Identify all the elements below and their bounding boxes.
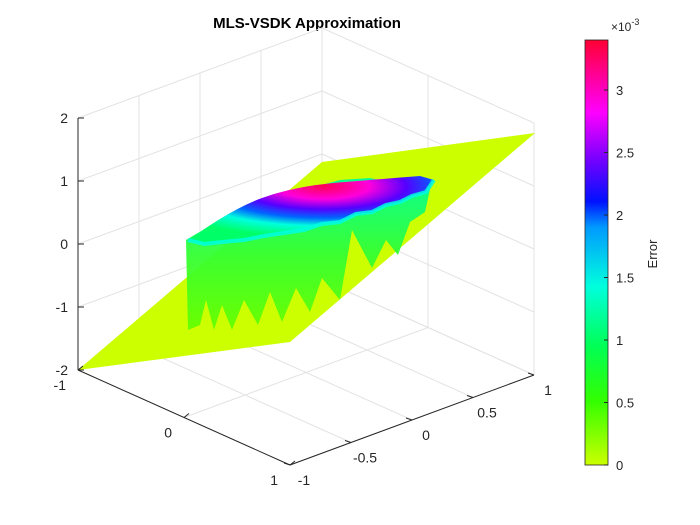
y-tick-mark xyxy=(344,440,352,443)
x-tick-mark xyxy=(289,460,296,466)
colorbar-exponent-base: ×10 xyxy=(611,20,632,34)
x-axis-ticks: -1 0 1 xyxy=(54,365,296,488)
x-tick-label: -1 xyxy=(54,377,67,393)
x-tick-label: 1 xyxy=(270,472,278,488)
z-tick-label: 2 xyxy=(60,110,68,126)
surface-plot xyxy=(78,133,535,370)
colorbar: 0 0.5 1 1.5 2 2.5 3 ×10-3 Error xyxy=(584,17,660,473)
grid-line xyxy=(138,347,352,443)
colorbar-ticks: 0 0.5 1 1.5 2 2.5 3 xyxy=(604,83,634,473)
grid-line xyxy=(77,90,323,182)
y-tick-label: 0.5 xyxy=(477,405,497,421)
colorbar-bar xyxy=(584,39,609,466)
z-tick-label: 1 xyxy=(60,173,68,189)
y-tick-label: -1 xyxy=(298,472,311,488)
colorbar-tick-label: 0.5 xyxy=(616,396,634,411)
chart-title: MLS-VSDK Approximation xyxy=(213,15,401,32)
y-axis-ticks: -1 -0.5 0 0.5 1 xyxy=(283,372,552,488)
colorbar-tick-label: 2 xyxy=(616,208,623,223)
z-tick-label: -1 xyxy=(56,299,69,315)
grid-line xyxy=(321,27,535,124)
surface-bump-rim xyxy=(187,178,436,247)
colorbar-exponent: ×10-3 xyxy=(611,17,639,34)
colorbar-tick-label: 3 xyxy=(616,83,623,98)
surface-bump xyxy=(188,176,434,244)
colorbar-tick-label: 1 xyxy=(616,333,623,348)
z-tick-label: 0 xyxy=(60,236,68,252)
grid-line xyxy=(77,153,323,245)
x-tick-mark xyxy=(183,413,190,418)
y-tick-mark xyxy=(405,417,413,421)
grid-line xyxy=(321,279,535,376)
grid-line xyxy=(77,27,323,119)
colorbar-tick-label: 1.5 xyxy=(616,271,634,286)
y-tick-label: 1 xyxy=(544,382,552,398)
colorbar-tick-label: 0 xyxy=(616,458,623,473)
y-tick-mark xyxy=(283,462,291,466)
z-axis-ticks: -2 -1 0 1 2 xyxy=(56,110,84,378)
x-tick-mark xyxy=(77,365,84,371)
colorbar-exponent-power: -3 xyxy=(631,17,639,27)
colorbar-label: Error xyxy=(645,239,660,269)
y-tick-mark xyxy=(527,372,535,376)
y-tick-label: 0 xyxy=(422,427,430,443)
x-tick-label: 0 xyxy=(164,425,172,441)
grid-line xyxy=(321,90,535,187)
y-tick-mark xyxy=(466,395,474,398)
z-tick-label: -2 xyxy=(56,362,69,378)
y-tick-label: -0.5 xyxy=(353,450,377,466)
colorbar-tick-label: 2.5 xyxy=(616,146,634,161)
